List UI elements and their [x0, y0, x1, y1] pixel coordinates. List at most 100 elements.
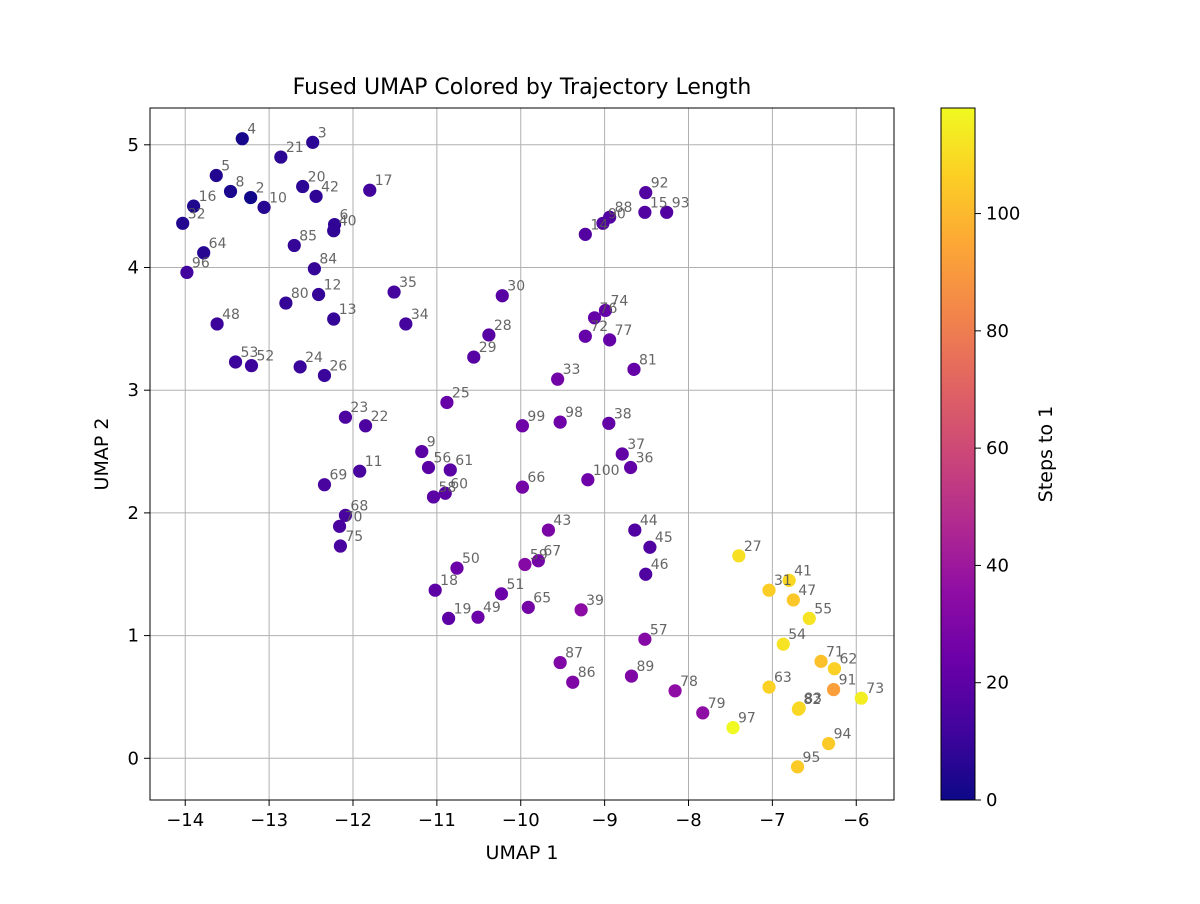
data-point — [287, 238, 301, 253]
colorbar-tick-label: 100 — [986, 204, 1020, 225]
data-point — [515, 480, 530, 494]
data-point-label: 15 — [650, 195, 668, 211]
data-point-label: 4 — [247, 122, 256, 138]
x-tick-label: −12 — [334, 810, 372, 831]
data-point — [482, 328, 496, 342]
x-tick-label: −7 — [759, 810, 786, 831]
data-point-label: 84 — [319, 252, 337, 268]
data-point-label: 24 — [305, 350, 323, 366]
data-point — [518, 557, 532, 572]
data-point-label: 26 — [329, 358, 347, 374]
data-point — [296, 179, 310, 194]
data-point — [639, 567, 653, 581]
data-point — [624, 460, 638, 475]
data-point-label: 76 — [600, 301, 618, 317]
data-point-label: 35 — [399, 275, 417, 291]
data-point-label: 73 — [866, 681, 884, 697]
data-point — [615, 447, 629, 461]
data-point — [643, 540, 657, 554]
data-point — [668, 684, 682, 698]
data-point-label: 59 — [530, 547, 548, 563]
data-point — [440, 395, 454, 410]
data-point — [814, 654, 828, 668]
colorbar-tick-label: 60 — [986, 438, 1009, 459]
data-point-label: 31 — [774, 573, 792, 589]
data-point-label: 53 — [241, 345, 259, 361]
data-point-label: 48 — [222, 307, 240, 323]
data-point-label: 70 — [345, 509, 363, 525]
data-point-label: 12 — [324, 277, 342, 293]
data-point — [628, 523, 642, 537]
data-point-label: 6 — [340, 208, 349, 224]
colorbar: 0 20 40 60 80 100 Steps to 1 — [940, 107, 1057, 811]
data-point-label: 18 — [440, 573, 458, 589]
data-point-label: 57 — [650, 622, 668, 638]
x-tick-label: −6 — [843, 810, 870, 831]
data-point-label: 99 — [527, 409, 545, 425]
data-point — [209, 168, 223, 183]
data-point-label: 82 — [803, 692, 821, 708]
data-point — [317, 478, 332, 492]
data-point — [827, 662, 842, 676]
data-point — [244, 190, 258, 205]
data-point — [223, 184, 238, 199]
data-point — [421, 460, 436, 475]
data-point-label: 44 — [640, 513, 658, 529]
data-point-label: 83 — [804, 691, 822, 707]
data-point-label: 64 — [209, 236, 227, 252]
data-point — [494, 587, 509, 601]
data-point-label: 100 — [593, 463, 620, 479]
data-point-label: 13 — [339, 302, 357, 318]
colorbar-tick-label: 0 — [986, 790, 997, 811]
data-point-label: 2 — [256, 181, 265, 197]
data-point — [660, 205, 674, 219]
data-point — [332, 519, 347, 533]
y-tick-label: 3 — [128, 380, 139, 401]
data-point-label: 88 — [615, 200, 633, 216]
data-points — [176, 132, 868, 774]
data-point-label: 78 — [680, 674, 698, 690]
data-point-label: 40 — [339, 214, 357, 230]
data-point-label: 28 — [494, 318, 512, 334]
y-tick-label: 4 — [128, 258, 139, 279]
data-point-label: 91 — [839, 673, 857, 689]
colorbar-tick-label: 80 — [986, 321, 1009, 342]
data-point — [257, 200, 271, 214]
data-point-label: 74 — [610, 293, 628, 309]
data-point — [638, 205, 652, 219]
data-point-label: 17 — [375, 173, 393, 189]
data-point — [792, 701, 806, 715]
data-point — [786, 593, 800, 607]
data-point — [696, 706, 710, 720]
data-point-label: 61 — [455, 453, 473, 469]
data-point — [467, 350, 481, 364]
data-point — [790, 760, 805, 774]
data-point-label: 16 — [199, 189, 217, 205]
data-point — [782, 573, 796, 587]
colorbar-ticks: 0 20 40 60 80 100 — [975, 204, 1020, 811]
data-point-label: 93 — [672, 195, 690, 211]
data-point-label: 75 — [345, 529, 363, 545]
data-point-label: 85 — [299, 228, 317, 244]
data-point-label: 56 — [433, 450, 451, 466]
data-point-label: 96 — [192, 255, 210, 271]
data-point-label: 68 — [350, 498, 368, 514]
data-point — [603, 333, 617, 347]
data-point — [553, 415, 567, 429]
data-point — [309, 189, 323, 203]
data-point — [358, 419, 373, 433]
data-point — [578, 329, 592, 343]
point-labels: 2345689101112131415161718192021222324252… — [188, 122, 884, 766]
data-point — [726, 721, 740, 735]
colorbar-tick-label: 40 — [986, 555, 1009, 576]
data-point-label: 67 — [543, 544, 561, 560]
data-point — [363, 183, 377, 197]
y-tick-label: 0 — [128, 748, 139, 769]
data-point-label: 27 — [744, 539, 762, 555]
data-point-label: 60 — [450, 476, 468, 492]
data-point — [387, 285, 401, 299]
data-point-label: 19 — [454, 601, 472, 617]
data-point — [553, 655, 567, 670]
data-point-label: 23 — [350, 400, 368, 416]
